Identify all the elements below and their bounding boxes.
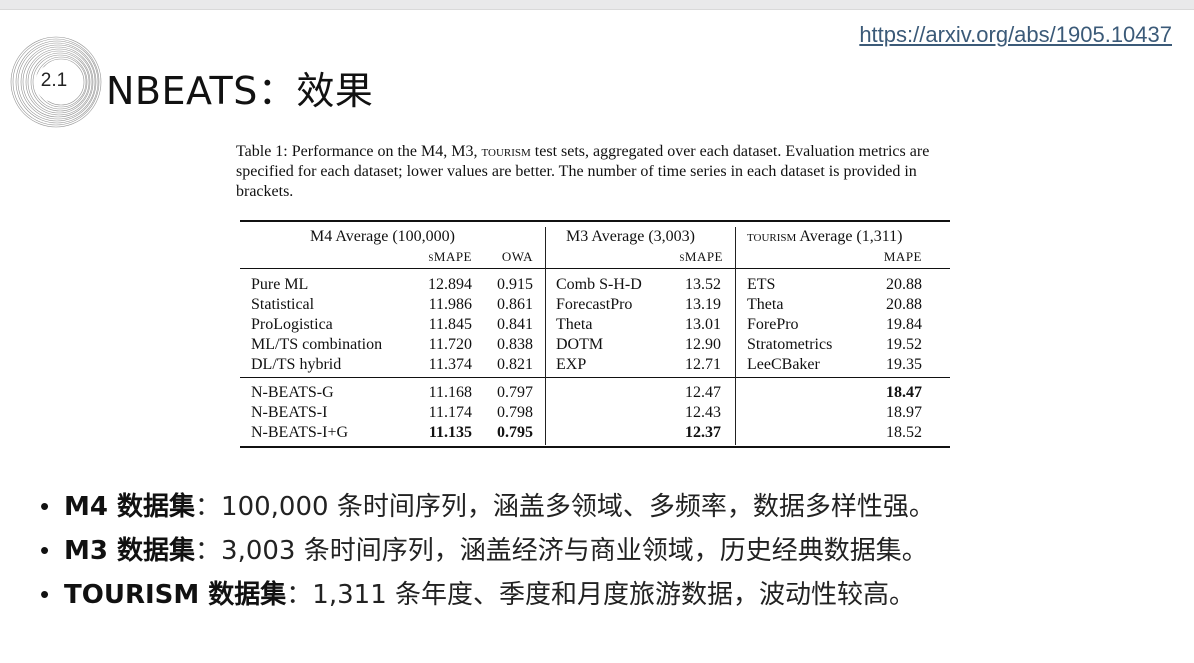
m4-owa-header: OWA (501, 249, 533, 264)
row-2-m4-owa: 0.861 (497, 296, 533, 313)
bullet-m4-label: M4 数据集 (64, 492, 196, 522)
bullet-tourism: • TOURISM 数据集：1,311 条年度、季度和月度旅游数据，波动性较高。 (40, 574, 935, 618)
bullet-dot: • (40, 579, 50, 609)
row-2-m4-smape: 11.986 (428, 296, 472, 313)
row-3-tourism-name: ForePro (747, 316, 799, 333)
nbeats-i-tourism-mape: 18.97 (886, 404, 922, 421)
section-badge-rings-icon (10, 36, 102, 128)
bullet-dot: • (40, 535, 50, 565)
bullet-m3-text: ：3,003 条时间序列，涵盖经济与商业领域，历史经典数据集。 (195, 536, 928, 566)
row-3-m3-smape: 13.01 (685, 316, 721, 333)
row-1-m4-owa: 0.915 (497, 276, 533, 293)
caption-rest: test sets, aggregated over each dataset.… (236, 143, 930, 200)
row-3-m4-smape: 11.845 (428, 316, 472, 333)
m3-header: M3 Average (3,003) (566, 228, 695, 245)
bullet-m3-label: M3 数据集 (64, 536, 196, 566)
nbeats-ig-m4-owa: 0.795 (497, 424, 533, 441)
table-top-rule (240, 220, 950, 222)
row-2-tourism-mape: 20.88 (886, 296, 922, 313)
window-top-bar (0, 0, 1194, 10)
row-1-m3-name: Comb S-H-D (556, 276, 642, 293)
nbeats-g-m4-smape: 11.168 (428, 384, 472, 401)
nbeats-g-name: N-BEATS-G (251, 384, 334, 401)
table-caption: Table 1: Performance on the M4, M3, tour… (236, 142, 956, 202)
bullet-m3: • M3 数据集：3,003 条时间序列，涵盖经济与商业领域，历史经典数据集。 (40, 530, 935, 574)
row-1-m4-smape: 12.894 (428, 276, 472, 293)
bullet-m4: • M4 数据集：100,000 条时间序列，涵盖多领域、多频率，数据多样性强。 (40, 486, 935, 530)
nbeats-g-tourism-mape: 18.47 (886, 384, 922, 401)
row-5-m4-owa: 0.821 (497, 356, 533, 373)
row-3-m4-name: ProLogistica (251, 316, 333, 333)
row-4-m4-smape: 11.720 (428, 336, 472, 353)
row-1-m4-name: Pure ML (251, 276, 309, 293)
row-3-m4-owa: 0.841 (497, 316, 533, 333)
dataset-bullet-list: • M4 数据集：100,000 条时间序列，涵盖多领域、多频率，数据多样性强。 … (40, 486, 935, 618)
table-header-rule (240, 268, 950, 269)
m4-header: M4 Average (100,000) (310, 228, 455, 245)
row-4-tourism-mape: 19.52 (886, 336, 922, 353)
row-2-tourism-name: Theta (747, 296, 784, 313)
row-2-m4-name: Statistical (251, 296, 315, 313)
table-mid-rule (240, 377, 950, 378)
row-5-m4-name: DL/TS hybrid (251, 356, 342, 373)
column-divider-1 (545, 227, 546, 445)
row-4-m4-name: ML/TS combination (251, 336, 383, 353)
row-3-tourism-mape: 19.84 (886, 316, 922, 333)
row-4-m3-smape: 12.90 (685, 336, 721, 353)
nbeats-i-m4-smape: 11.174 (428, 404, 472, 421)
m3-smape-header: sMAPE (679, 249, 723, 264)
column-divider-2 (735, 227, 736, 445)
row-5-tourism-name: LeeCBaker (747, 356, 820, 373)
table-bottom-rule (240, 446, 950, 448)
bullet-m4-text: ：100,000 条时间序列，涵盖多领域、多频率，数据多样性强。 (195, 492, 935, 522)
slide-title: NBEATS：效果 (106, 69, 374, 113)
row-5-m3-name: EXP (556, 356, 587, 373)
bullet-tourism-label: TOURISM 数据集 (64, 580, 287, 610)
row-2-m3-smape: 13.19 (685, 296, 721, 313)
row-1-tourism-name: ETS (747, 276, 776, 293)
nbeats-g-m4-owa: 0.797 (497, 384, 533, 401)
tourism-mape-header: MAPE (883, 249, 922, 264)
m4-smape-header: sMAPE (428, 249, 472, 264)
row-3-m3-name: Theta (556, 316, 593, 333)
nbeats-i-m4-owa: 0.798 (497, 404, 533, 421)
nbeats-i-m3-smape: 12.43 (685, 404, 721, 421)
tourism-header: tourism Average (1,311) (747, 228, 903, 246)
row-1-tourism-mape: 20.88 (886, 276, 922, 293)
row-2-m3-name: ForecastPro (556, 296, 633, 313)
tourism-header-rest: Average (1,311) (796, 228, 903, 245)
nbeats-ig-m4-smape: 11.135 (428, 424, 472, 441)
row-4-tourism-name: Stratometrics (747, 336, 833, 353)
tourism-header-word: tourism (747, 228, 797, 245)
caption-lead: Table 1: Performance on the M4, M3, (236, 143, 482, 160)
arxiv-link[interactable]: https://arxiv.org/abs/1905.10437 (859, 22, 1172, 47)
row-5-tourism-mape: 19.35 (886, 356, 922, 373)
nbeats-ig-m3-smape: 12.37 (685, 424, 721, 441)
row-1-m3-smape: 13.52 (685, 276, 721, 293)
row-4-m3-name: DOTM (556, 336, 604, 353)
bullet-tourism-text: ：1,311 条年度、季度和月度旅游数据，波动性较高。 (286, 580, 915, 610)
nbeats-i-name: N-BEATS-I (251, 404, 328, 421)
caption-tourism: tourism (481, 143, 531, 160)
row-5-m3-smape: 12.71 (685, 356, 721, 373)
row-5-m4-smape: 11.374 (428, 356, 472, 373)
bullet-dot: • (40, 491, 50, 521)
nbeats-ig-tourism-mape: 18.52 (886, 424, 922, 441)
nbeats-ig-name: N-BEATS-I+G (251, 424, 349, 441)
nbeats-g-m3-smape: 12.47 (685, 384, 721, 401)
section-number: 2.1 (40, 70, 68, 91)
row-4-m4-owa: 0.838 (497, 336, 533, 353)
